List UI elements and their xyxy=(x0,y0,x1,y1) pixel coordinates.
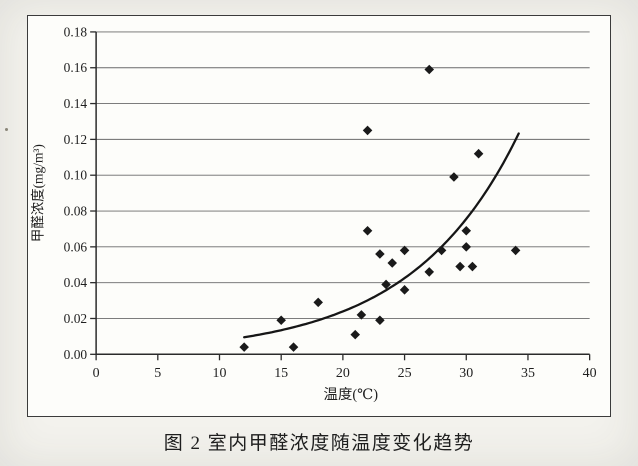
formaldehyde-temperature-chart: 0.00 0.02 0.04 0.06 0.08 0.10 0.12 0.14 0.16 0.18… xyxy=(30,24,597,403)
x-tick-label: 10 xyxy=(213,366,227,381)
data-point xyxy=(510,245,521,256)
data-point xyxy=(449,172,459,182)
data-point xyxy=(461,242,472,252)
data-point xyxy=(461,225,472,236)
y-tick-label: 0.08 xyxy=(64,204,88,219)
y-tick-label: 0.12 xyxy=(64,132,88,147)
data-point xyxy=(473,148,484,159)
x-tick-label: 20 xyxy=(336,366,350,381)
data-point xyxy=(350,329,360,340)
y-tick-label: 0.16 xyxy=(64,60,88,75)
data-point xyxy=(399,285,410,295)
x-tick-label: 25 xyxy=(398,366,412,381)
x-tick-label: 30 xyxy=(459,366,473,381)
data-point xyxy=(356,310,367,320)
data-point xyxy=(455,261,465,272)
y-axis-label: 甲醛浓度(mg/m³) xyxy=(30,144,45,242)
data-point xyxy=(362,125,373,136)
axes xyxy=(95,31,590,356)
x-axis-ticks: 0 5 10 15 20 25 30 35 40 xyxy=(93,354,597,381)
data-point xyxy=(239,342,249,352)
x-axis-label: 温度(℃) xyxy=(324,386,379,403)
y-tick-label: 0.18 xyxy=(64,24,88,39)
gridlines xyxy=(96,31,590,319)
data-point xyxy=(276,315,286,326)
trend-curve xyxy=(243,132,520,339)
data-point xyxy=(375,249,385,259)
data-point xyxy=(375,315,385,326)
data-point xyxy=(288,342,299,352)
y-tick-label: 0.02 xyxy=(64,311,88,326)
y-tick-label: 0.14 xyxy=(64,96,88,111)
data-point xyxy=(399,245,410,256)
y-tick-label: 0.00 xyxy=(64,347,88,362)
x-tick-label: 35 xyxy=(521,366,535,381)
x-tick-label: 5 xyxy=(154,366,161,381)
data-point xyxy=(387,258,398,268)
scatter-points xyxy=(239,64,521,352)
figure-caption: 图 2 室内甲醛浓度随温度变化趋势 xyxy=(163,433,475,454)
data-point xyxy=(436,245,447,256)
data-point xyxy=(424,267,435,277)
data-point xyxy=(467,261,478,272)
x-tick-label: 15 xyxy=(274,366,288,381)
y-tick-label: 0.06 xyxy=(64,239,88,254)
scan-speck xyxy=(5,128,8,131)
y-tick-label: 0.10 xyxy=(64,168,88,183)
data-point xyxy=(313,297,323,308)
y-tick-label: 0.04 xyxy=(64,275,88,290)
x-tick-label: 0 xyxy=(93,366,100,381)
y-axis-ticks: 0.00 0.02 0.04 0.06 0.08 0.10 0.12 0.14 0.16 0.18 xyxy=(64,24,97,362)
data-point xyxy=(362,225,373,236)
data-point xyxy=(424,64,435,75)
data-point xyxy=(381,279,391,290)
chart-frame: 0.00 0.02 0.04 0.06 0.08 0.10 0.12 0.14 0.16 0.18… xyxy=(27,15,611,417)
x-tick-label: 40 xyxy=(583,366,597,381)
